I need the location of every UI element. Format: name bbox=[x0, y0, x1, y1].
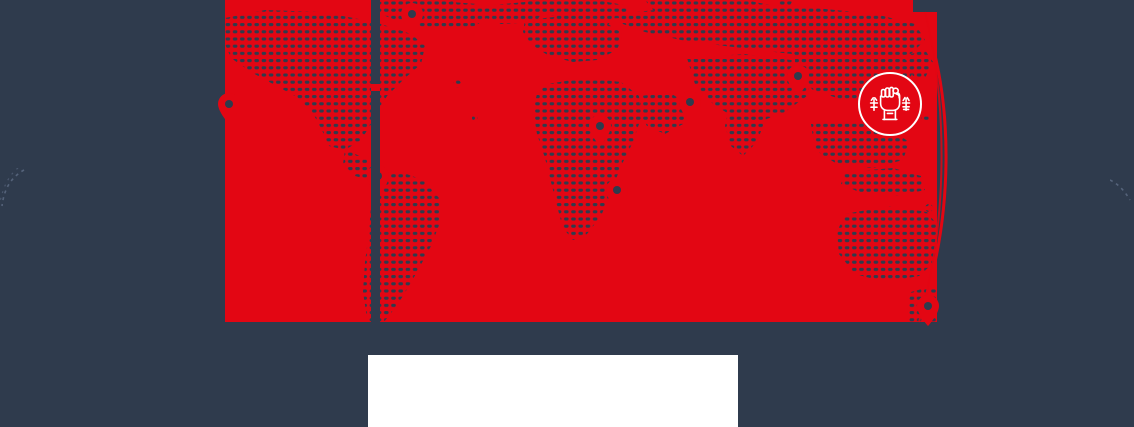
edge-arc-left bbox=[0, 168, 25, 207]
map-vertical-divider bbox=[371, 0, 380, 322]
raised-fist-badge[interactable] bbox=[858, 72, 922, 136]
content-panel[interactable] bbox=[368, 355, 738, 427]
edge-arc-right bbox=[1110, 179, 1131, 201]
map-panel-corner-notch bbox=[913, 0, 937, 12]
world-map-panel[interactable] bbox=[225, 0, 937, 322]
raised-fist-icon bbox=[869, 86, 911, 121]
map-vertical-divider-gap bbox=[371, 84, 380, 91]
